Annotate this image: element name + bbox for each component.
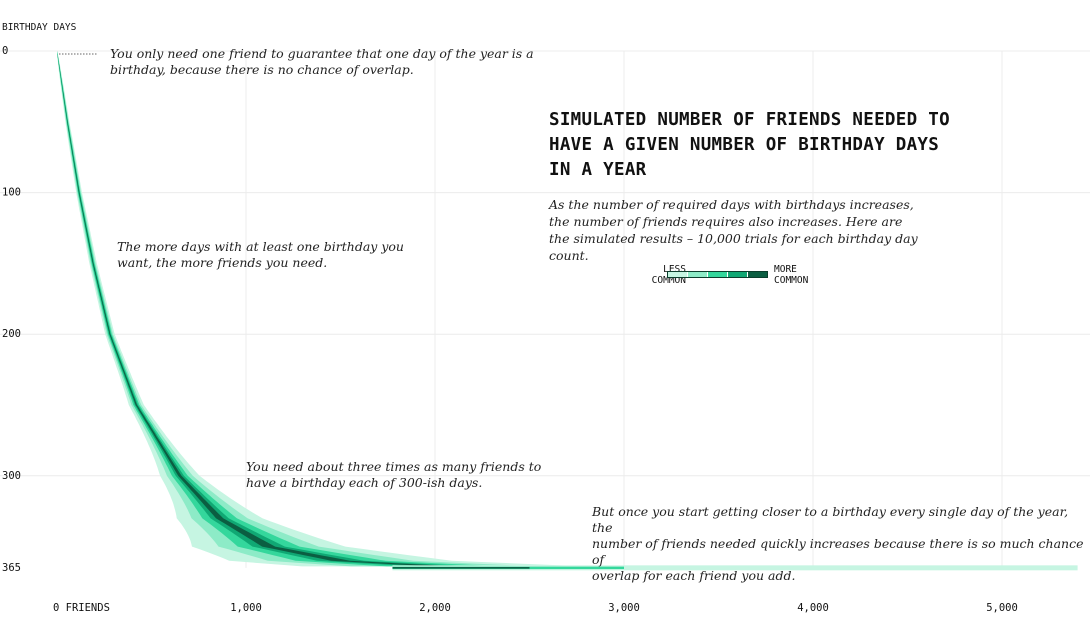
annotation-line: overlap for each friend you add. [592, 568, 796, 583]
annotation-line: But once you start getting closer to a b… [592, 504, 1069, 535]
chart-title: SIMULATED NUMBER OF FRIENDS NEEDED TO HA… [549, 110, 950, 180]
title-block: SIMULATED NUMBER OF FRIENDS NEEDED TO HA… [549, 108, 969, 264]
density-heatmap [57, 51, 1078, 571]
y-tick-label: 200 [2, 328, 21, 340]
legend-swatch [728, 272, 748, 277]
legend-swatch [708, 272, 728, 277]
x-tick-label: 4,000 [797, 602, 829, 614]
x-tick-label: 3,000 [608, 602, 640, 614]
annotation-line: have a birthday each of 300-ish days. [246, 475, 483, 490]
density-tail-light [392, 565, 1078, 571]
y-tick-label: 100 [2, 187, 21, 199]
annotation-closer: But once you start getting closer to a b… [592, 504, 1090, 584]
legend-low-label: LESS COMMON [652, 264, 686, 286]
legend-low-line2: COMMON [651, 275, 686, 286]
legend-swatch [748, 272, 767, 277]
density-tail-dark [392, 567, 530, 569]
y-axis: 0 100 200 300 365 [2, 45, 21, 574]
legend-high-line2: COMMON [774, 275, 809, 286]
annotation-three-times: You need about three times as many frien… [246, 459, 541, 491]
legend-low-line1: LESS [663, 264, 686, 275]
annotation-line: birthday, because there is no chance of … [110, 62, 414, 77]
annotation-one-friend: You only need one friend to guarantee th… [110, 46, 534, 78]
legend-high-line1: MORE [774, 264, 797, 275]
y-tick-label: 365 [2, 562, 21, 574]
legend-swatch [668, 272, 688, 277]
density-band-5 [57, 51, 457, 567]
annotation-line: The more days with at least one birthday… [117, 239, 404, 254]
annotation-line: You only need one friend to guarantee th… [110, 46, 534, 61]
annotation-more-days: The more days with at least one birthday… [117, 239, 404, 271]
legend-swatch [688, 272, 708, 277]
legend-swatches [667, 271, 768, 278]
y-axis-label: BIRTHDAY DAYS [2, 22, 77, 33]
legend-high-label: MORE COMMON [774, 264, 808, 286]
annotation-line: You need about three times as many frien… [246, 459, 542, 474]
annotation-line: number of friends needed quickly increas… [592, 536, 1084, 567]
x-tick-label: 1,000 [230, 602, 262, 614]
x-tick-label: 0 FRIENDS [53, 602, 110, 614]
x-axis: 0 FRIENDS 1,000 2,000 3,000 4,000 5,000 [53, 602, 1018, 614]
y-tick-label: 300 [2, 470, 21, 482]
annotation-line: want, the more friends you need. [117, 255, 328, 270]
color-legend: LESS COMMON MORE COMMON [620, 264, 840, 294]
x-tick-label: 5,000 [986, 602, 1018, 614]
chart-subtitle: As the number of required days with birt… [549, 197, 918, 263]
x-tick-label: 2,000 [419, 602, 451, 614]
y-tick-label: 0 [2, 45, 8, 57]
